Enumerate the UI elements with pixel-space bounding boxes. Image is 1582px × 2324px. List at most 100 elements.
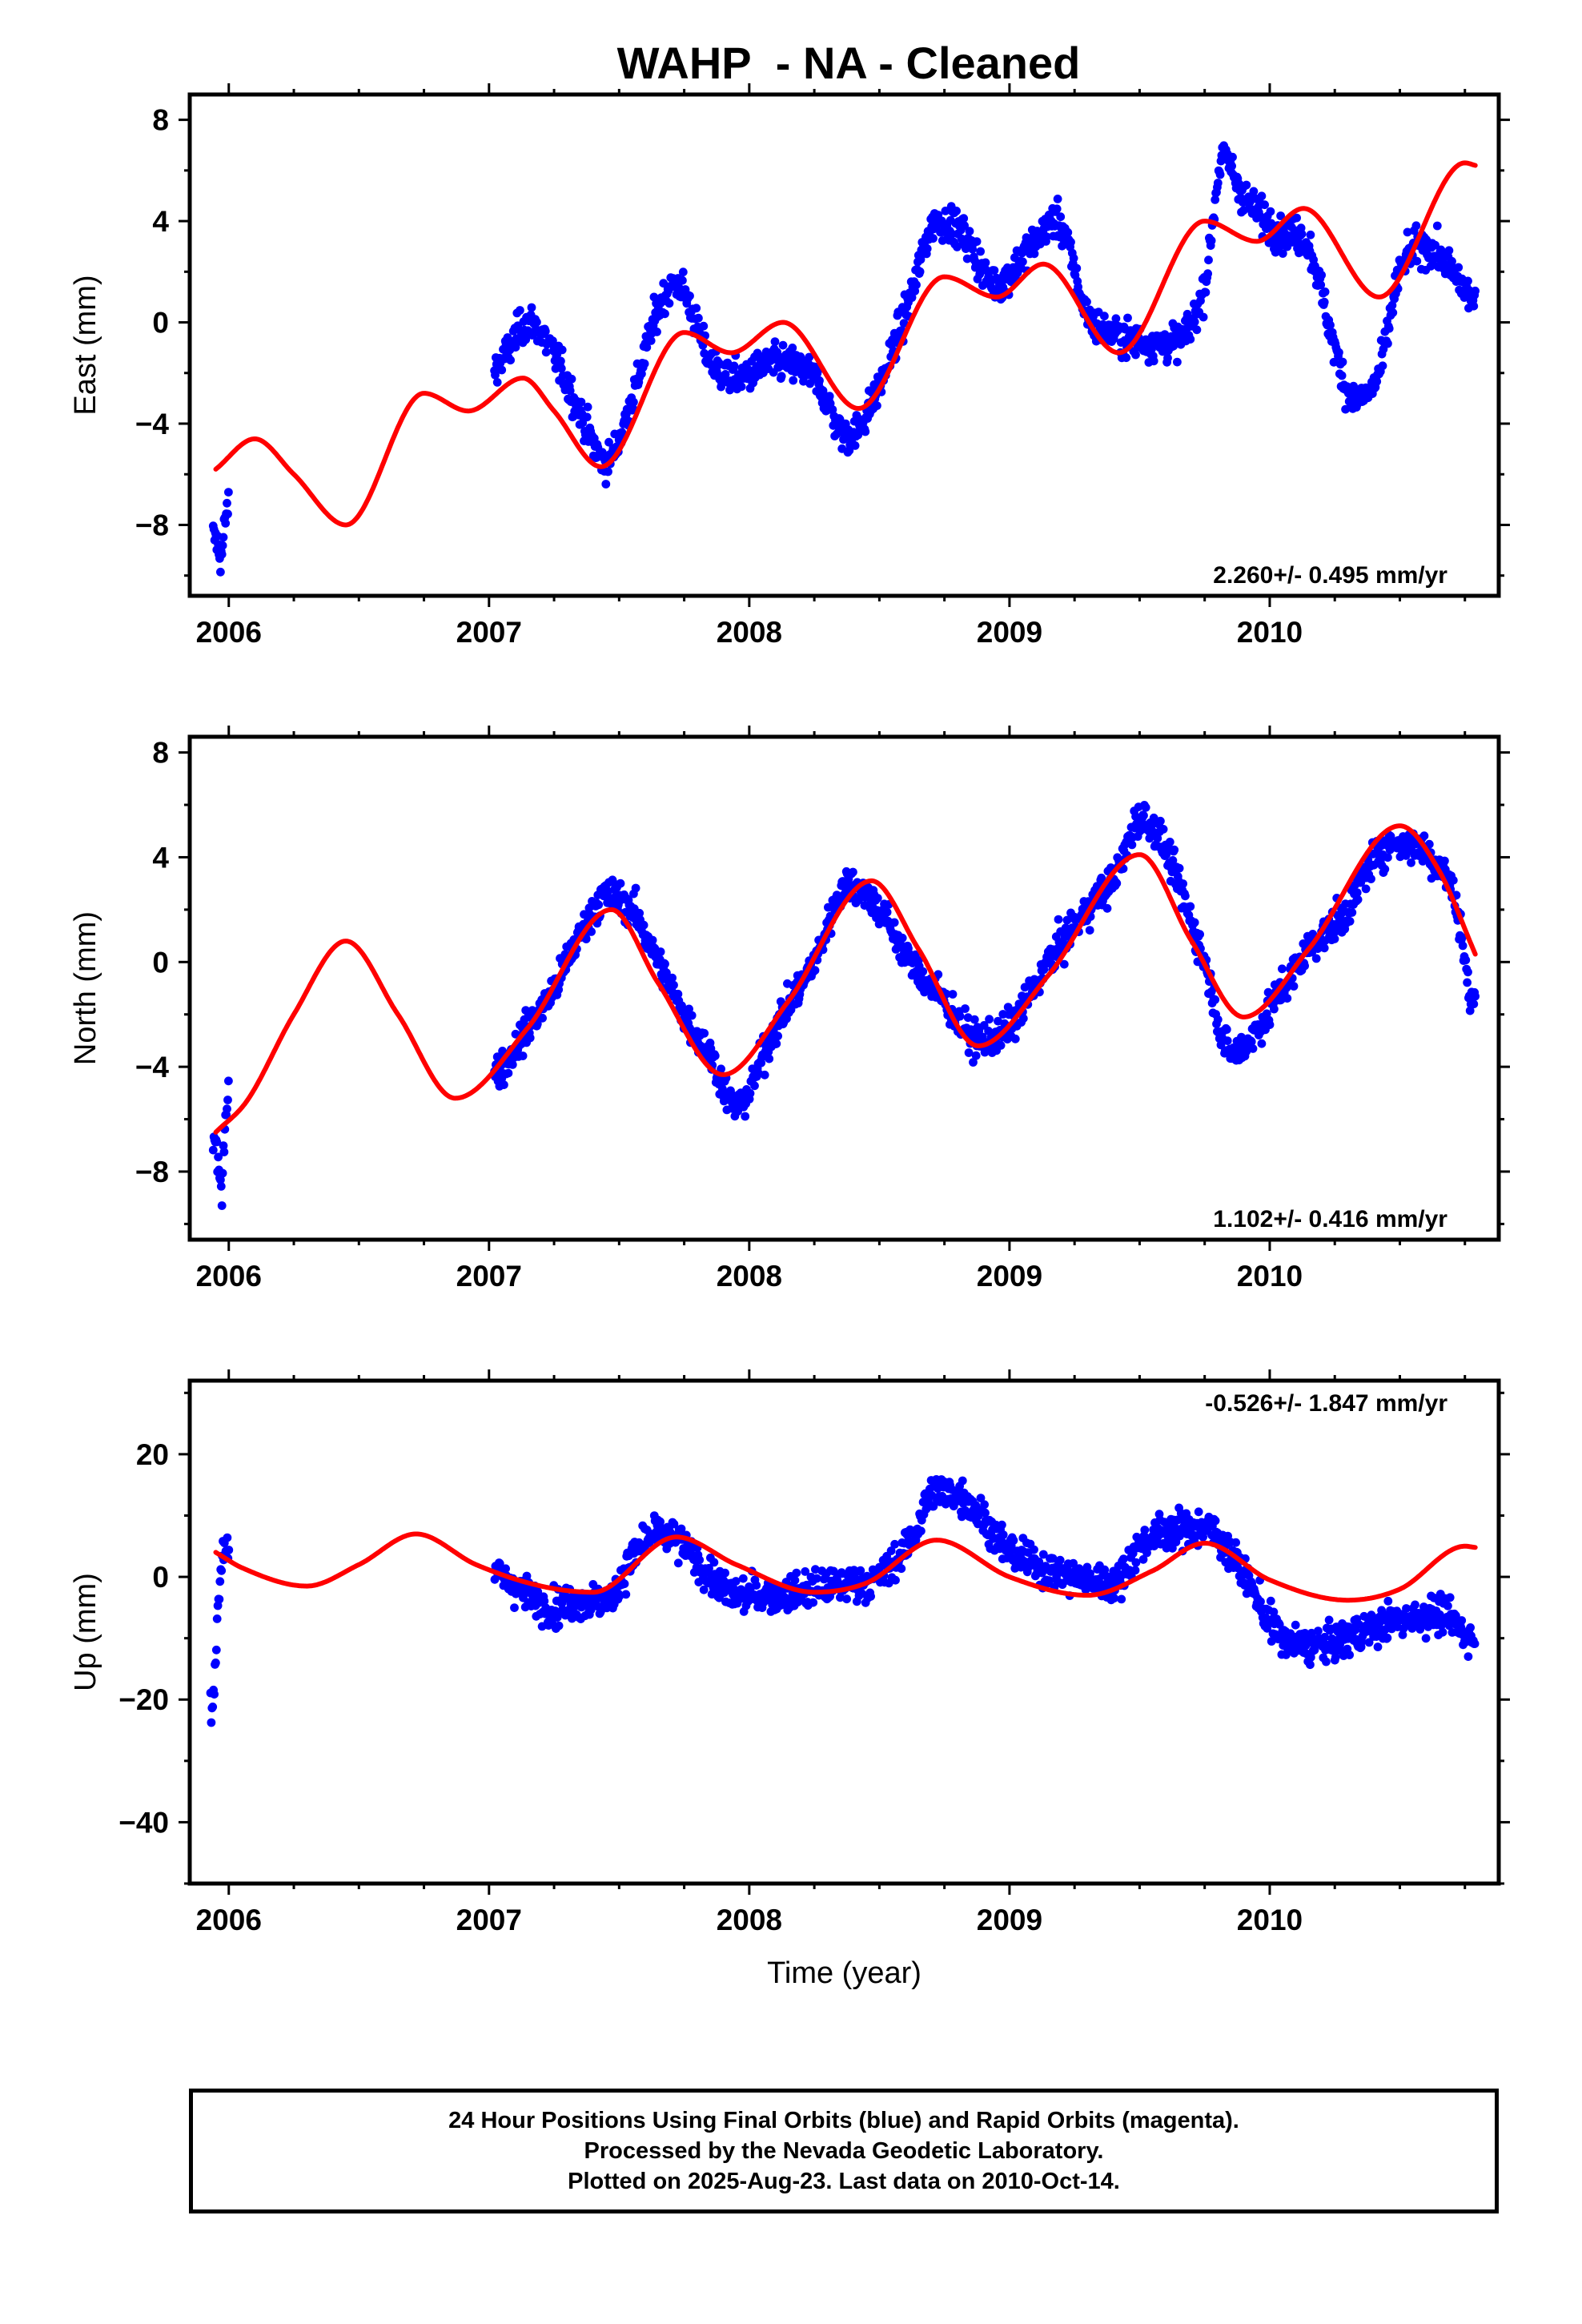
east-data-point xyxy=(825,392,834,401)
up-data-point xyxy=(212,1614,222,1623)
east-data-point xyxy=(1383,339,1392,348)
north-data-point xyxy=(656,947,665,956)
east-data-point xyxy=(583,402,592,412)
up-data-point xyxy=(1383,1633,1392,1642)
up-data-point xyxy=(1445,1593,1455,1602)
east-data-point xyxy=(1192,325,1202,335)
up-data-point xyxy=(752,1581,761,1590)
north-data-point xyxy=(1367,875,1375,883)
up-data-point xyxy=(790,1575,800,1585)
north-data-point xyxy=(214,1152,223,1162)
north-data-point xyxy=(1311,954,1321,963)
north-data-point xyxy=(1178,879,1187,888)
east-data-point xyxy=(665,299,674,308)
east-data-point xyxy=(1173,357,1182,367)
north-data-point xyxy=(1265,1020,1275,1029)
north-data-point xyxy=(1141,802,1150,812)
east-data-point xyxy=(692,304,701,313)
up-data-point xyxy=(1194,1507,1203,1517)
up-y-tick-label: −20 xyxy=(118,1683,169,1716)
north-data-point xyxy=(1158,825,1168,834)
east-data-point xyxy=(694,313,703,323)
up-data-point xyxy=(522,1571,532,1581)
up-data-point xyxy=(210,1690,219,1699)
north-data-point xyxy=(1181,891,1190,901)
up-data-point xyxy=(856,1566,865,1575)
north-data-point xyxy=(1283,994,1292,1003)
east-data-point xyxy=(1320,287,1330,296)
east-data-point xyxy=(1160,330,1170,339)
north-data-point xyxy=(961,1004,970,1013)
north-data-point xyxy=(1471,991,1480,1001)
east-data-point xyxy=(1122,353,1131,363)
east-data-point xyxy=(737,382,746,392)
up-data-point xyxy=(998,1520,1006,1530)
north-data-point xyxy=(873,894,882,903)
up-data-point xyxy=(792,1568,801,1578)
north-data-point xyxy=(525,1033,535,1043)
up-data-point xyxy=(1457,1616,1467,1625)
up-data-point xyxy=(677,1524,686,1534)
north-data-point xyxy=(685,1004,693,1014)
up-data-point xyxy=(1117,1594,1126,1604)
north-data-point xyxy=(1457,933,1467,943)
east-data-point xyxy=(1447,256,1456,266)
east-data-point xyxy=(1337,371,1347,380)
east-data-point xyxy=(799,376,808,386)
east-data-point xyxy=(1199,312,1208,322)
east-data-point xyxy=(1242,180,1251,190)
north-data-point xyxy=(772,1039,781,1048)
east-data-point xyxy=(1213,179,1223,187)
caption-line-2: Processed by the Nevada Geodetic Laborat… xyxy=(584,2138,1104,2164)
north-data-point xyxy=(849,867,857,877)
east-data-point xyxy=(541,348,551,357)
north-data-point xyxy=(219,1141,228,1150)
up-x-axis-label: Time (year) xyxy=(767,1956,921,1990)
up-data-point xyxy=(958,1476,967,1486)
up-model-curve xyxy=(213,1531,1478,1603)
up-data-point xyxy=(1038,1550,1048,1559)
north-data-point xyxy=(662,968,671,978)
east-y-tick-label: −4 xyxy=(135,408,170,440)
up-data-point xyxy=(215,1594,224,1604)
north-data-point xyxy=(504,1068,513,1078)
east-y-axis-label: East (mm) xyxy=(69,275,102,415)
east-data-point xyxy=(1411,221,1421,231)
east-data-point xyxy=(678,267,688,277)
up-data-point xyxy=(554,1621,564,1630)
up-data-point xyxy=(809,1598,818,1607)
north-data-point xyxy=(1380,864,1390,874)
east-data-point xyxy=(778,340,788,350)
east-data-point xyxy=(1316,280,1326,290)
up-data-point xyxy=(1291,1620,1300,1630)
up-data-point xyxy=(1119,1554,1128,1563)
east-data-point xyxy=(1338,357,1347,367)
east-y-tick-label: 4 xyxy=(152,205,169,238)
north-data-point xyxy=(1149,813,1158,822)
east-data-point xyxy=(1163,353,1172,363)
north-data-point xyxy=(223,1096,232,1104)
north-data-point xyxy=(948,990,958,999)
east-data-point xyxy=(1319,297,1329,307)
up-data-point xyxy=(1320,1632,1329,1642)
east-data-point xyxy=(1444,246,1454,255)
east-data-point xyxy=(828,405,837,414)
up-data-point xyxy=(1034,1557,1044,1566)
east-data-point xyxy=(1260,200,1269,210)
north-data-point xyxy=(1383,853,1392,862)
east-data-point xyxy=(912,280,921,290)
east-y-tick-label: 0 xyxy=(152,307,169,340)
up-data-point xyxy=(1142,1548,1151,1558)
north-data-point xyxy=(1190,918,1199,927)
up-data-point xyxy=(731,1577,741,1586)
east-data-point xyxy=(1278,249,1287,258)
north-data-point xyxy=(1018,1014,1028,1023)
east-data-point xyxy=(1018,257,1027,267)
east-data-point xyxy=(965,227,974,236)
east-data-point xyxy=(511,343,520,352)
up-data-point xyxy=(224,1546,234,1554)
up-data-point xyxy=(1030,1545,1038,1554)
up-data-point xyxy=(211,1645,221,1655)
north-data-point xyxy=(224,1076,233,1086)
north-data-point xyxy=(1465,1006,1475,1015)
